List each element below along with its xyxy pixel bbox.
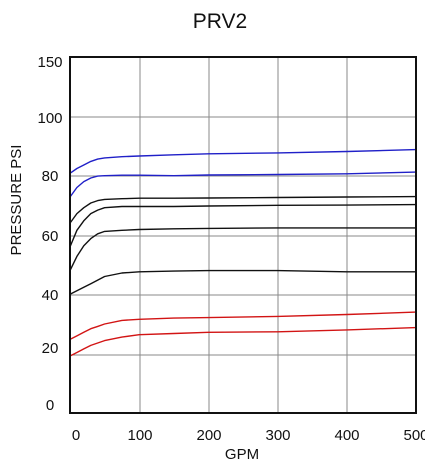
x-tick-label: 100: [127, 427, 152, 444]
y-tick-label: 40: [42, 287, 59, 304]
x-tick-label: 0: [72, 427, 80, 444]
x-tick-labels: 0 100 200 300 400 500: [72, 427, 425, 444]
y-tick-label: 0: [46, 397, 54, 414]
plot-frame: [69, 56, 417, 414]
x-tick-label: 300: [265, 427, 290, 444]
x-tick-label: 500: [403, 427, 425, 444]
series-line-1: [69, 148, 417, 174]
y-axis-label: PRESSURE PSI: [8, 145, 25, 256]
series-line-5: [69, 227, 416, 271]
chart-title: PRV2: [193, 10, 247, 33]
series-line-8: [69, 326, 417, 357]
x-tick-label: 200: [196, 427, 221, 444]
y-tick-labels: 0 20 40 60 80 100 150: [37, 54, 62, 414]
y-tick-label: 150: [37, 54, 62, 71]
y-tick-label: 60: [42, 228, 59, 245]
y-tick-label: 100: [37, 110, 62, 127]
series-line-3: [69, 195, 417, 224]
series-lines: [69, 148, 417, 357]
series-line-2: [69, 171, 417, 198]
series-line-6: [69, 269, 416, 295]
series-line-4: [69, 203, 417, 248]
y-tick-label: 20: [42, 340, 59, 357]
series-line-7: [69, 311, 417, 341]
x-axis-label: GPM: [225, 446, 259, 463]
x-tick-label: 400: [334, 427, 359, 444]
y-tick-label: 80: [42, 168, 59, 185]
grid-lines: [70, 57, 416, 413]
